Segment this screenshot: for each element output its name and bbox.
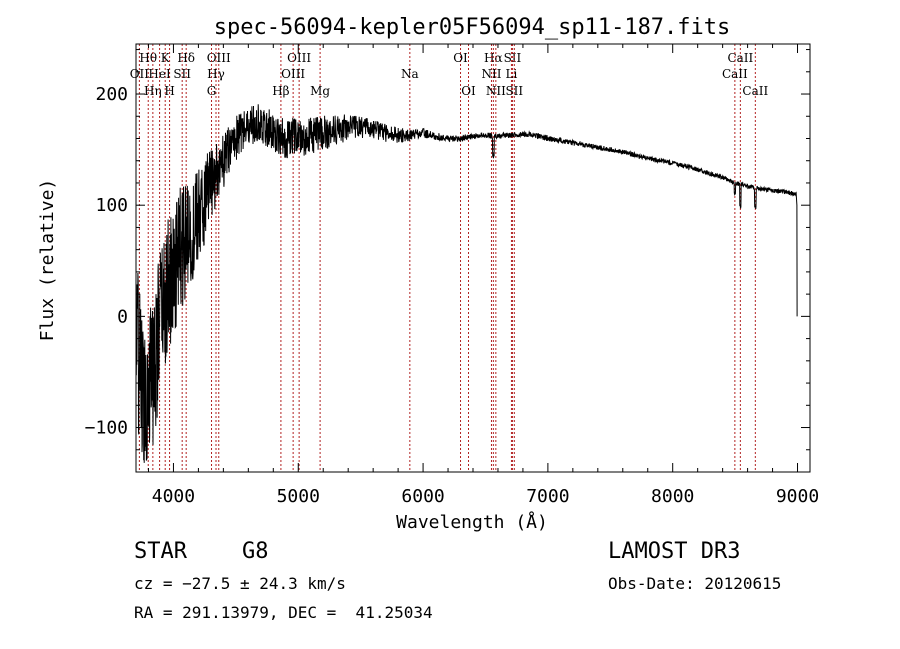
y-tick-label: 200 [95,84,128,105]
spectral-line-label: Mg [310,84,330,98]
spectral-line-markers: Hθ OII Hη K HeI H Hδ SII OIII Hγ G Hβ OIII OIII Mg Na OI… [130,44,768,472]
spectrum-line [135,104,798,463]
spectral-line-label: OI [453,51,468,65]
y-tick-label: 0 [117,306,128,327]
x-axis: 4000 5000 6000 7000 8000 9000 [147,44,819,507]
spectral-line-label: Hβ [272,84,289,98]
spectral-line-label: K [161,51,171,65]
object-class: STAR [134,539,187,564]
x-tick-label: 6000 [401,486,444,507]
sky-coordinates: RA = 291.13979, DEC = 41.25034 [134,603,433,622]
spectral-line-label: H [164,84,174,98]
plot-area [135,104,798,463]
spectral-line-label: NII [486,84,506,98]
radial-velocity: cz = −27.5 ± 24.3 km/s [134,574,346,593]
spectral-line-label: Li [506,67,518,81]
spectral-line-label: OIII [207,51,231,65]
x-axis-label: Wavelength (Å) [396,511,548,533]
spectral-line-label: OIII [287,51,311,65]
y-tick-label: 100 [95,195,128,216]
spectral-line-label: G [207,84,217,98]
spectral-line-label: SII [173,67,191,81]
spectral-line-label: CaII [722,67,748,81]
spectral-line-label: Hδ [177,51,195,65]
spectral-line-label: Hγ [207,67,225,81]
x-tick-label: 7000 [526,486,569,507]
y-tick-label: −100 [85,418,128,439]
spectral-line-label: HeI [148,67,171,81]
chart-title: spec-56094-kepler05F56094_sp11-187.fits [214,15,731,40]
spectral-line-label: Hα [484,51,503,65]
spectral-line-label: Hη [144,84,162,98]
spectral-line-label: NII [481,67,501,81]
observation-date: Obs-Date: 20120615 [608,574,782,593]
spectral-line-label: SII [504,51,522,65]
x-tick-label: 4000 [152,486,195,507]
spectral-line-label: Hθ [139,51,157,65]
spectral-line-label: Na [401,67,419,81]
spectral-line-label: OIII [281,67,305,81]
object-subclass: G8 [242,539,269,564]
x-tick-label: 5000 [277,486,320,507]
spectral-line-label: OI [461,84,476,98]
spectral-line-label: OII [130,67,150,81]
spectral-line-label: SII [505,84,523,98]
spectral-line-label: CaII [727,51,753,65]
y-axis-label: Flux (relative) [37,179,58,342]
x-tick-label: 9000 [776,486,819,507]
survey-name: LAMOST DR3 [608,539,741,564]
x-tick-label: 8000 [651,486,694,507]
plot-frame [135,43,811,473]
spectral-line-label: CaII [742,84,768,98]
y-axis: −100 0 100 200 [85,49,810,451]
